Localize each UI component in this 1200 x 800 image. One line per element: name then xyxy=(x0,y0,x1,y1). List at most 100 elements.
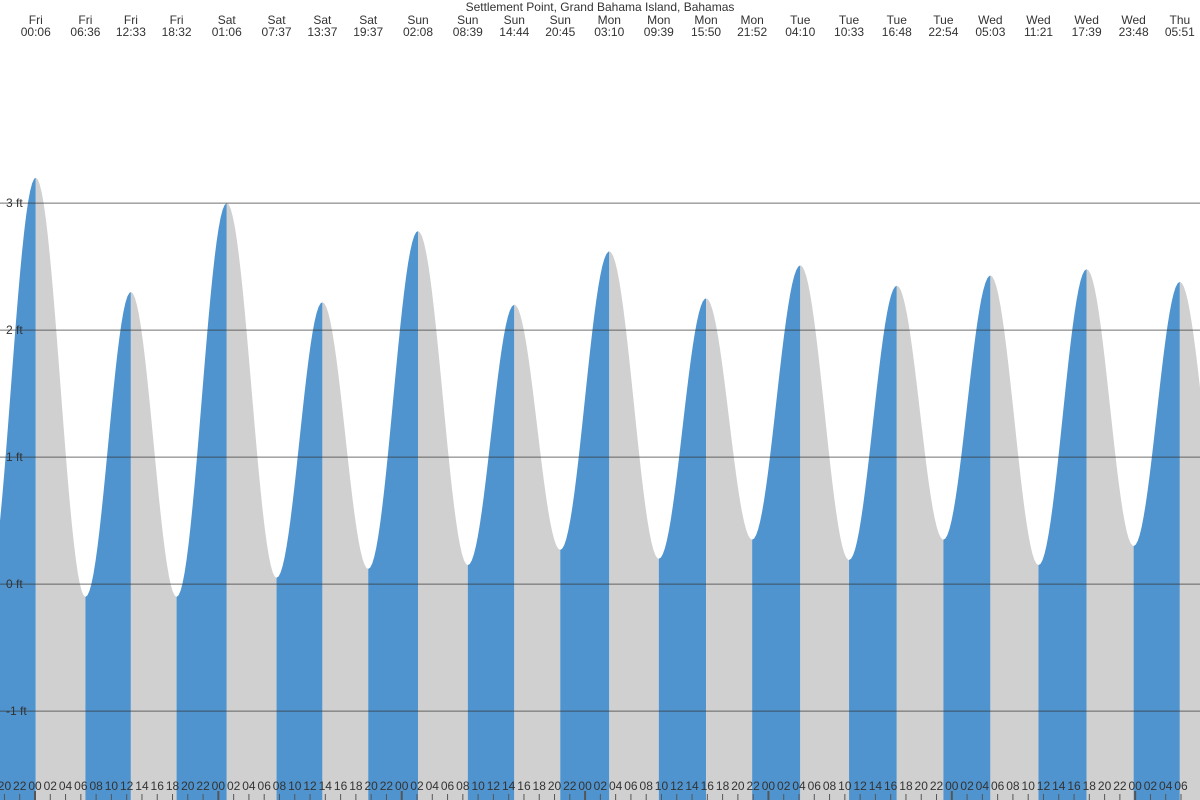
x-tick-label: 14 xyxy=(685,779,699,793)
extreme-time: 06:36 xyxy=(70,25,100,39)
extreme-day: Tue xyxy=(790,13,811,27)
x-tick-label: 16 xyxy=(1067,779,1081,793)
x-tick-label: 14 xyxy=(319,779,333,793)
grid xyxy=(0,202,1200,712)
x-tick-label: 20 xyxy=(364,779,378,793)
falling-area xyxy=(1179,281,1200,800)
x-tick-label: 02 xyxy=(594,779,608,793)
falling-area xyxy=(514,304,561,800)
x-tick-label: 04 xyxy=(609,779,623,793)
extreme-day: Fri xyxy=(78,13,92,27)
x-tick-label: 06 xyxy=(258,779,272,793)
x-tick-label: 06 xyxy=(74,779,88,793)
extreme-time: 22:54 xyxy=(928,25,958,39)
x-tick-label: 06 xyxy=(441,779,455,793)
x-tick-label: 20 xyxy=(731,779,745,793)
rising-area xyxy=(1038,269,1087,800)
x-tick-label: 12 xyxy=(853,779,867,793)
extreme-time: 07:37 xyxy=(262,25,292,39)
x-tick-label: 18 xyxy=(716,779,730,793)
x-tick-label: 10 xyxy=(1022,779,1036,793)
y-tick-label: -1 ft xyxy=(6,704,27,718)
extreme-time: 23:48 xyxy=(1119,25,1149,39)
x-tick-label: 04 xyxy=(792,779,806,793)
rising-area xyxy=(943,275,991,800)
x-tick-label: 08 xyxy=(273,779,287,793)
extreme-day: Wed xyxy=(978,13,1002,27)
rising-area xyxy=(1133,281,1180,800)
x-tick-label: 02 xyxy=(1144,779,1158,793)
x-tick-label: 22 xyxy=(380,779,394,793)
x-tick-label: 00 xyxy=(1128,779,1142,793)
rising-area xyxy=(85,292,131,800)
x-tick-label: 04 xyxy=(242,779,256,793)
chart-title: Settlement Point, Grand Bahama Island, B… xyxy=(466,0,735,14)
x-tick-label: 12 xyxy=(487,779,501,793)
extreme-day: Tue xyxy=(933,13,954,27)
falling-area xyxy=(35,177,86,800)
extreme-day: Fri xyxy=(29,13,43,27)
rising-area xyxy=(0,177,36,800)
x-tick-label: 02 xyxy=(44,779,58,793)
extreme-day: Mon xyxy=(740,13,763,27)
extreme-day: Wed xyxy=(1121,13,1145,27)
extreme-time: 05:51 xyxy=(1165,25,1195,39)
y-tick-label: 1 ft xyxy=(6,450,23,464)
x-tick-label: 02 xyxy=(960,779,974,793)
x-tick-label: 22 xyxy=(196,779,210,793)
falling-area xyxy=(322,302,369,800)
extreme-day: Sun xyxy=(550,13,571,27)
x-tick-label: 00 xyxy=(395,779,409,793)
extreme-day: Mon xyxy=(598,13,621,27)
extreme-time: 11:21 xyxy=(1024,25,1053,39)
extreme-day: Mon xyxy=(694,13,717,27)
extreme-time: 18:32 xyxy=(162,25,192,39)
extreme-time: 08:39 xyxy=(453,25,483,39)
falling-area xyxy=(418,231,468,800)
x-tick-label: 18 xyxy=(1083,779,1097,793)
extreme-day: Wed xyxy=(1074,13,1098,27)
x-tick-label: 20 xyxy=(915,779,929,793)
x-tick-label: 16 xyxy=(517,779,531,793)
extreme-time: 19:37 xyxy=(353,25,383,39)
extreme-day: Fri xyxy=(124,13,138,27)
extreme-time: 21:52 xyxy=(737,25,767,39)
extreme-time: 01:06 xyxy=(212,25,242,39)
extreme-time: 04:10 xyxy=(785,25,815,39)
extreme-day: Sun xyxy=(407,13,428,27)
rising-area xyxy=(176,203,227,800)
x-tick-label: 20 xyxy=(181,779,195,793)
falling-area xyxy=(706,298,753,800)
x-tick-label: 04 xyxy=(59,779,73,793)
x-tick-label: 00 xyxy=(212,779,226,793)
x-tick-label: 18 xyxy=(899,779,913,793)
falling-area xyxy=(609,251,659,800)
extreme-time: 09:39 xyxy=(644,25,674,39)
x-tick-label: 04 xyxy=(1159,779,1173,793)
x-tick-label: 22 xyxy=(13,779,27,793)
x-tick-label: 12 xyxy=(303,779,317,793)
x-tick-label: 18 xyxy=(533,779,547,793)
extreme-time: 02:08 xyxy=(403,25,433,39)
x-tick-label: 10 xyxy=(471,779,485,793)
rising-area xyxy=(368,231,419,800)
x-tick-label: 10 xyxy=(288,779,302,793)
labels: -1 ft0 ft1 ft2 ft3 ftFri00:06Fri06:36Fri… xyxy=(0,13,1195,800)
extreme-day: Wed xyxy=(1026,13,1050,27)
x-tick-label: 00 xyxy=(762,779,776,793)
x-tick-label: 02 xyxy=(410,779,424,793)
extreme-day: Thu xyxy=(1170,13,1191,27)
extreme-day: Sun xyxy=(504,13,525,27)
extreme-time: 16:48 xyxy=(882,25,912,39)
x-tick-label: 16 xyxy=(151,779,165,793)
falling-area xyxy=(1086,269,1134,800)
x-tick-label: 20 xyxy=(1098,779,1112,793)
rising-area xyxy=(467,304,515,800)
rising-area xyxy=(752,265,801,800)
x-tick-label: 08 xyxy=(640,779,654,793)
x-tick-label: 04 xyxy=(976,779,990,793)
x-tick-label: 08 xyxy=(823,779,837,793)
x-tick-label: 14 xyxy=(869,779,883,793)
falling-area xyxy=(130,292,177,800)
